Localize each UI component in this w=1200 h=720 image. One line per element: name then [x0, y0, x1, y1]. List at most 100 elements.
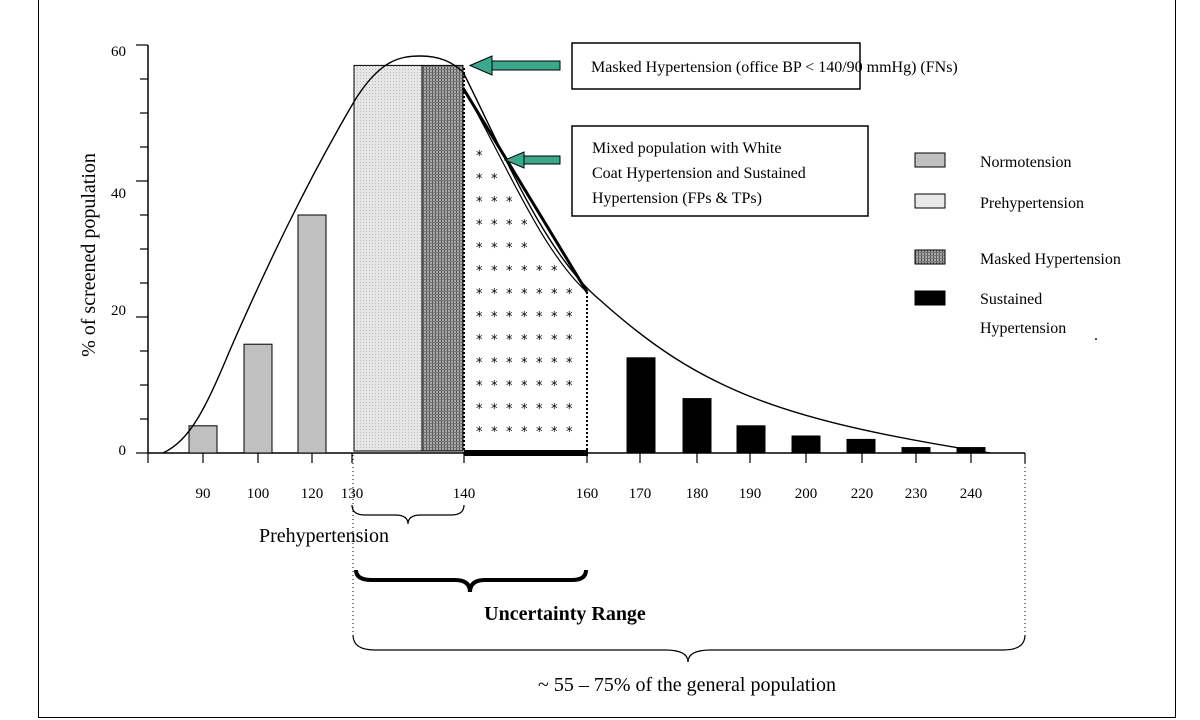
asterisk-mark: * — [521, 310, 528, 325]
asterisk-mark: * — [491, 425, 498, 440]
x-tick-label-170: 170 — [629, 486, 652, 502]
inner-curve-segment — [462, 87, 588, 293]
asterisk-mark: * — [476, 333, 483, 348]
asterisk-mark: * — [536, 402, 543, 417]
y-minor-ticks — [136, 44, 148, 454]
asterisk-mark: * — [566, 379, 573, 394]
asterisk-mark: * — [491, 287, 498, 302]
asterisk-mark: * — [566, 287, 573, 302]
legend-label-normotension: Normotension — [980, 154, 1072, 171]
asterisk-mark: * — [506, 310, 513, 325]
bar-sustained-180 — [682, 398, 712, 454]
legend-swatch-sustained — [914, 290, 946, 306]
asterisk-mark: * — [536, 287, 543, 302]
asterisk-mark: * — [566, 333, 573, 348]
distribution-curve — [162, 55, 991, 454]
bar-normotension-100 — [243, 343, 273, 454]
asterisk-mark: * — [476, 172, 483, 187]
asterisk-mark: * — [551, 287, 558, 302]
asterisk-mark: * — [536, 333, 543, 348]
general-population-brace — [352, 634, 1026, 663]
bar-masked-hypertension — [421, 64, 464, 452]
asterisk-mark: * — [506, 356, 513, 371]
asterisk-mark: * — [551, 264, 558, 279]
asterisk-mark: * — [476, 310, 483, 325]
masked-arrow — [468, 55, 561, 76]
legend-stray-dot: . — [1094, 327, 1098, 344]
asterisk-mark: * — [491, 218, 498, 233]
asterisk-mark: * — [491, 172, 498, 187]
mixed-annotation-line-3: Hypertension (FPs & TPs) — [592, 190, 762, 207]
asterisk-mark: * — [476, 195, 483, 210]
legend: Normotension Prehypertension Masked Hype… — [914, 152, 1121, 344]
asterisk-mark: * — [551, 425, 558, 440]
legend-swatch-normotension — [914, 152, 946, 168]
asterisk-mark: * — [476, 149, 483, 164]
asterisk-mark: * — [491, 195, 498, 210]
asterisk-mark: * — [566, 356, 573, 371]
x-tick-label-160: 160 — [576, 486, 599, 502]
asterisk-mark: * — [521, 333, 528, 348]
x-tick-label-240: 240 — [960, 486, 983, 502]
asterisk-mark: * — [476, 287, 483, 302]
prehypertension-label: Prehypertension — [259, 525, 389, 547]
y-tick-label-60: 60 — [111, 44, 126, 60]
asterisk-mark: * — [566, 310, 573, 325]
asterisk-mark: * — [476, 379, 483, 394]
general-population-label: ~ 55 – 75% of the general population — [538, 674, 836, 696]
mixed-annotation-box — [571, 125, 869, 217]
asterisk-mark: * — [521, 425, 528, 440]
x-tick-label-90: 90 — [196, 486, 211, 502]
masked-annotation-box — [571, 42, 861, 90]
bar-sustained-170 — [626, 357, 656, 454]
legend-label-sustained-2: Hypertension — [980, 320, 1066, 337]
asterisk-mark: * — [551, 356, 558, 371]
asterisk-mark: * — [491, 310, 498, 325]
asterisk-mark: * — [476, 218, 483, 233]
asterisk-region: * * * * * * * * * * * * * * * * * * * * * * * * * * * * * * * * * * * * * * * *… — [476, 149, 573, 440]
asterisk-mark: * — [536, 379, 543, 394]
asterisk-mark: * — [506, 264, 513, 279]
legend-swatch-prehypertension — [914, 193, 946, 209]
asterisk-mark: * — [566, 402, 573, 417]
bars — [188, 64, 986, 454]
x-tick-label-100: 100 — [247, 486, 270, 502]
asterisk-mark: * — [506, 402, 513, 417]
uncertainty-label: Uncertainty Range — [484, 603, 646, 625]
asterisk-mark: * — [551, 333, 558, 348]
asterisk-mark: * — [521, 402, 528, 417]
bar-sustained-230 — [901, 447, 931, 454]
x-tick-label-130: 130 — [341, 486, 364, 502]
legend-label-masked: Masked Hypertension — [980, 251, 1121, 268]
asterisk-mark: * — [491, 264, 498, 279]
prehypertension-brace — [351, 504, 465, 525]
asterisk-mark: * — [536, 425, 543, 440]
y-tick-label-40: 40 — [111, 186, 126, 202]
x-tick-label-190: 190 — [739, 486, 762, 502]
asterisk-mark: * — [521, 264, 528, 279]
asterisk-mark: * — [491, 356, 498, 371]
asterisk-mark: * — [551, 310, 558, 325]
asterisk-mark: * — [491, 241, 498, 256]
asterisk-mark: * — [506, 241, 513, 256]
mixed-arrow — [503, 151, 561, 169]
x-tick-label-230: 230 — [905, 486, 928, 502]
mixed-annotation-line-2: Coat Hypertension and Sustained — [592, 165, 806, 182]
asterisk-mark: * — [521, 379, 528, 394]
masked-annotation-text: Masked Hypertension (office BP < 140/90 … — [591, 59, 958, 76]
bar-sustained-200 — [791, 435, 821, 454]
asterisk-mark: * — [566, 425, 573, 440]
asterisk-mark: * — [536, 264, 543, 279]
asterisk-mark: * — [521, 241, 528, 256]
asterisk-mark: * — [521, 218, 528, 233]
x-tick-label-140a: 140 — [453, 486, 476, 502]
x-ticks — [147, 453, 1026, 463]
uncertainty-brace — [354, 569, 588, 593]
bar-normotension-120 — [297, 214, 327, 454]
asterisk-mark: * — [476, 356, 483, 371]
bar-normotension-90 — [188, 425, 218, 454]
y-axis-title: % of screened population — [78, 153, 100, 357]
asterisk-mark: * — [491, 333, 498, 348]
asterisk-mark: * — [506, 218, 513, 233]
